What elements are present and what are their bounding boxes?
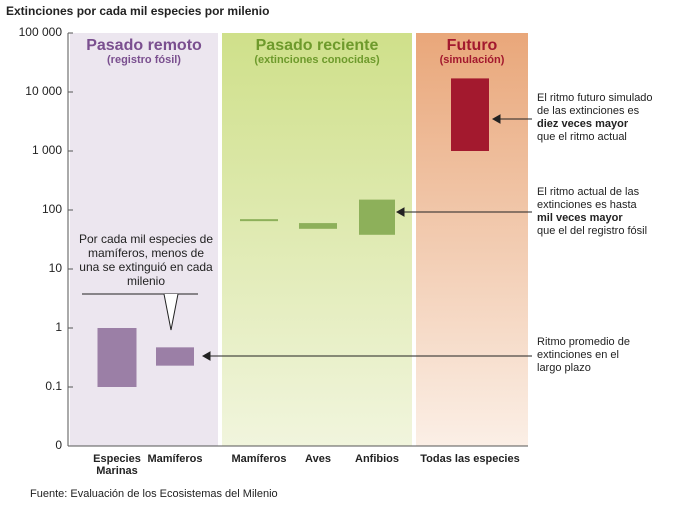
bar (299, 223, 337, 229)
x-tick-label: Aves (305, 453, 331, 465)
y-tick-label: 0 (55, 438, 62, 452)
y-tick-label: 0.1 (45, 379, 62, 393)
group-subtitle: (extinciones conocidas) (254, 54, 380, 66)
annotation: Ritmo promedio de extinciones en el larg… (537, 336, 637, 375)
chart-title: Extinciones por cada mil especies por mi… (6, 4, 269, 18)
callout: Por cada mil especies de mamíferos, meno… (78, 232, 214, 288)
group-title: Pasado remoto (86, 37, 202, 54)
x-tick-label: Anfibios (355, 453, 399, 465)
annotation-after: que el del registro fósil (537, 225, 648, 237)
y-tick-label: 10 000 (25, 84, 62, 98)
y-tick-label: 100 000 (19, 25, 63, 39)
panel (222, 33, 412, 446)
annotation: El ritmo futuro simulado de las extincio… (537, 92, 665, 144)
x-tick-label: Mamíferos (147, 453, 203, 465)
x-tick-label: Especies Marinas (93, 453, 141, 477)
group-subtitle: (registro fósil) (107, 54, 181, 66)
bar (97, 328, 137, 387)
group-title: Pasado reciente (256, 37, 379, 54)
group-subtitle: (simulación) (440, 54, 505, 66)
annotation-before: El ritmo actual de las extinciones es ha… (537, 186, 640, 211)
y-tick-label: 1 (55, 320, 62, 334)
source: Fuente: Evaluación de los Ecosistemas de… (30, 488, 278, 500)
bar (156, 347, 194, 366)
panel (70, 33, 218, 446)
y-tick-label: 10 (49, 261, 63, 275)
annotation-after: que el ritmo actual (537, 131, 627, 143)
arrows (82, 114, 532, 361)
y-tick-label: 1 000 (32, 143, 62, 157)
annotation-before: Ritmo promedio de extinciones en el larg… (537, 336, 630, 374)
group-title: Futuro (447, 37, 498, 54)
annotation-bold: mil veces mayor (537, 212, 623, 224)
bar (240, 219, 278, 222)
x-tick-label: Mamíferos (231, 453, 287, 465)
annotation: El ritmo actual de las extinciones es ha… (537, 186, 665, 238)
y-tick-label: 100 (42, 202, 62, 216)
annotation-bold: diez veces mayor (537, 118, 629, 130)
bar (451, 78, 489, 151)
annotation-before: El ritmo futuro simulado de las extincio… (537, 92, 653, 117)
bar (359, 199, 395, 235)
x-tick-label: Todas las especies (420, 453, 520, 465)
